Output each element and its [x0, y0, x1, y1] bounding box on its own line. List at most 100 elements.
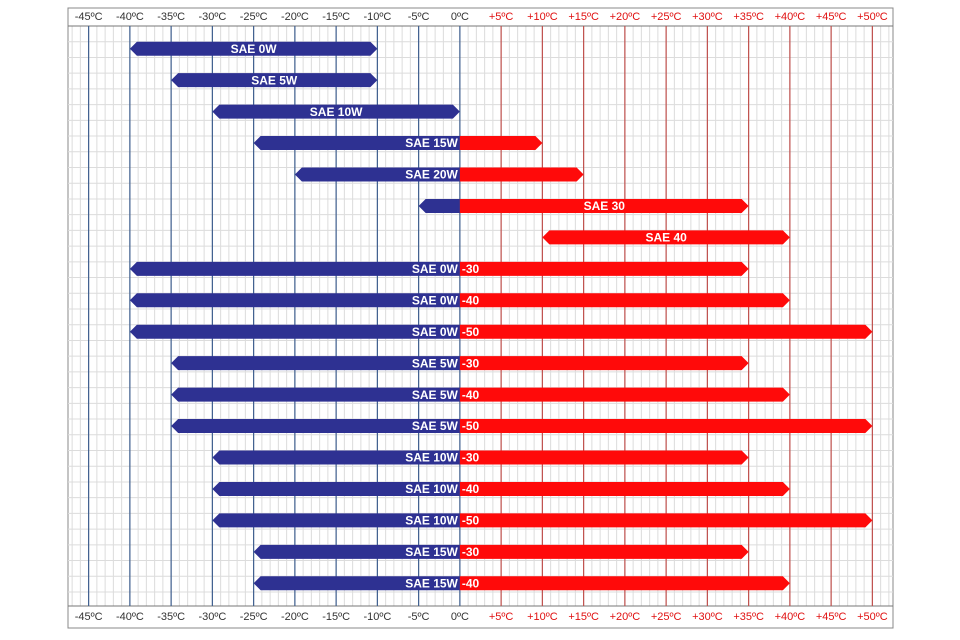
x-tick-label: +5ºC — [489, 611, 514, 623]
x-tick-label: +25ºC — [651, 611, 682, 623]
bar-label: -50 — [462, 514, 480, 528]
x-tick-label: -15ºC — [322, 611, 350, 623]
plot-frame — [67, 7, 894, 629]
x-tick-label: -25ºC — [240, 11, 268, 23]
bar-label: SAE 30 — [584, 199, 626, 213]
range-bar — [212, 450, 460, 465]
range-bar — [459, 293, 790, 308]
bar-label: -40 — [462, 293, 480, 307]
range-bar — [459, 261, 749, 276]
x-tick-label: +45ºC — [816, 11, 847, 23]
bar-label: SAE 5W — [412, 356, 459, 370]
range-bar — [459, 198, 749, 213]
x-tick-label: +50ºC — [857, 611, 888, 623]
x-tick-label: -40ºC — [116, 11, 144, 23]
x-tick-label: -10ºC — [363, 611, 391, 623]
x-tick-label: -30ºC — [198, 611, 226, 623]
bar-label: SAE 10W — [405, 514, 458, 528]
x-tick-label: +15ºC — [568, 611, 599, 623]
bar-label: SAE 0W — [412, 262, 459, 276]
x-tick-label: +40ºC — [775, 11, 806, 23]
range-bar — [459, 387, 790, 402]
bar-label: SAE 15W — [405, 136, 458, 150]
x-tick-label: -20ºC — [281, 11, 309, 23]
bar-label: SAE 10W — [405, 451, 458, 465]
range-bar — [129, 324, 460, 339]
bar-label: SAE 15W — [405, 545, 458, 559]
bar-label: SAE 15W — [405, 576, 458, 590]
bar-label: SAE 0W — [231, 42, 278, 56]
x-tick-label: +30ºC — [692, 611, 723, 623]
range-bar — [212, 513, 460, 528]
bar-label: -30 — [462, 356, 480, 370]
bar-label: SAE 0W — [412, 293, 459, 307]
bar-label: SAE 0W — [412, 325, 459, 339]
x-tick-label: -5ºC — [408, 611, 430, 623]
range-bar — [459, 544, 749, 559]
x-tick-label: +20ºC — [610, 611, 641, 623]
bar-label: SAE 10W — [405, 482, 458, 496]
range-bar — [459, 167, 584, 182]
range-bar — [418, 198, 460, 213]
bar-label: -50 — [462, 419, 480, 433]
range-bar — [129, 41, 378, 56]
x-tick-label: +15ºC — [568, 11, 599, 23]
x-tick-label: -20ºC — [281, 611, 309, 623]
bar-label: SAE 5W — [251, 73, 298, 87]
bar-label: SAE 10W — [310, 105, 363, 119]
range-bar — [171, 419, 460, 434]
x-tick-label: +45ºC — [816, 611, 847, 623]
x-tick-label: -25ºC — [240, 611, 268, 623]
range-bar — [253, 544, 460, 559]
x-tick-label: +10ºC — [527, 11, 558, 23]
range-bar — [459, 136, 543, 151]
x-tick-label: -45ºC — [75, 11, 103, 23]
range-bar — [459, 576, 790, 591]
range-bar — [171, 387, 460, 402]
x-tick-label: -35ºC — [157, 11, 185, 23]
range-bar — [253, 576, 460, 591]
bars — [129, 41, 873, 591]
x-tick-label: +10ºC — [527, 611, 558, 623]
bar-label: SAE 5W — [412, 388, 459, 402]
bar-label: SAE 20W — [405, 168, 458, 182]
x-tick-label: -35ºC — [157, 611, 185, 623]
x-tick-label: -15ºC — [322, 11, 350, 23]
range-bar — [212, 481, 460, 496]
range-bar — [129, 261, 460, 276]
bar-label: -40 — [462, 388, 480, 402]
x-tick-label: +35ºC — [733, 11, 764, 23]
x-tick-label: +35ºC — [733, 611, 764, 623]
labels: -45ºC -45ºC -40ºC -40ºC -35ºC -35ºC -30ºC -30ºC… — [75, 11, 888, 623]
x-tick-label: -40ºC — [116, 611, 144, 623]
range-bar — [459, 481, 790, 496]
bar-label: -30 — [462, 451, 480, 465]
range-bar — [212, 104, 460, 119]
range-bar — [129, 293, 460, 308]
x-tick-label: 0ºC — [451, 611, 469, 623]
range-bar — [459, 419, 873, 434]
bar-label: SAE 40 — [645, 231, 687, 245]
bar-label: -40 — [462, 576, 480, 590]
range-bar — [542, 230, 790, 245]
x-tick-label: +50ºC — [857, 11, 888, 23]
range-bar — [459, 513, 873, 528]
x-tick-label: 0ºC — [451, 11, 469, 23]
x-tick-label: -45ºC — [75, 611, 103, 623]
range-bar — [171, 73, 378, 88]
bar-label: -50 — [462, 325, 480, 339]
x-tick-label: -10ºC — [363, 11, 391, 23]
x-tick-label: +25ºC — [651, 11, 682, 23]
range-bar — [459, 356, 749, 371]
range-bar — [459, 450, 749, 465]
bar-label: -30 — [462, 545, 480, 559]
range-bar — [253, 136, 460, 151]
bar-label: -30 — [462, 262, 480, 276]
range-bar — [459, 324, 873, 339]
range-bar — [294, 167, 460, 182]
bar-label: SAE 5W — [412, 419, 459, 433]
x-tick-label: +40ºC — [775, 611, 806, 623]
x-tick-label: -30ºC — [198, 11, 226, 23]
x-tick-label: +30ºC — [692, 11, 723, 23]
